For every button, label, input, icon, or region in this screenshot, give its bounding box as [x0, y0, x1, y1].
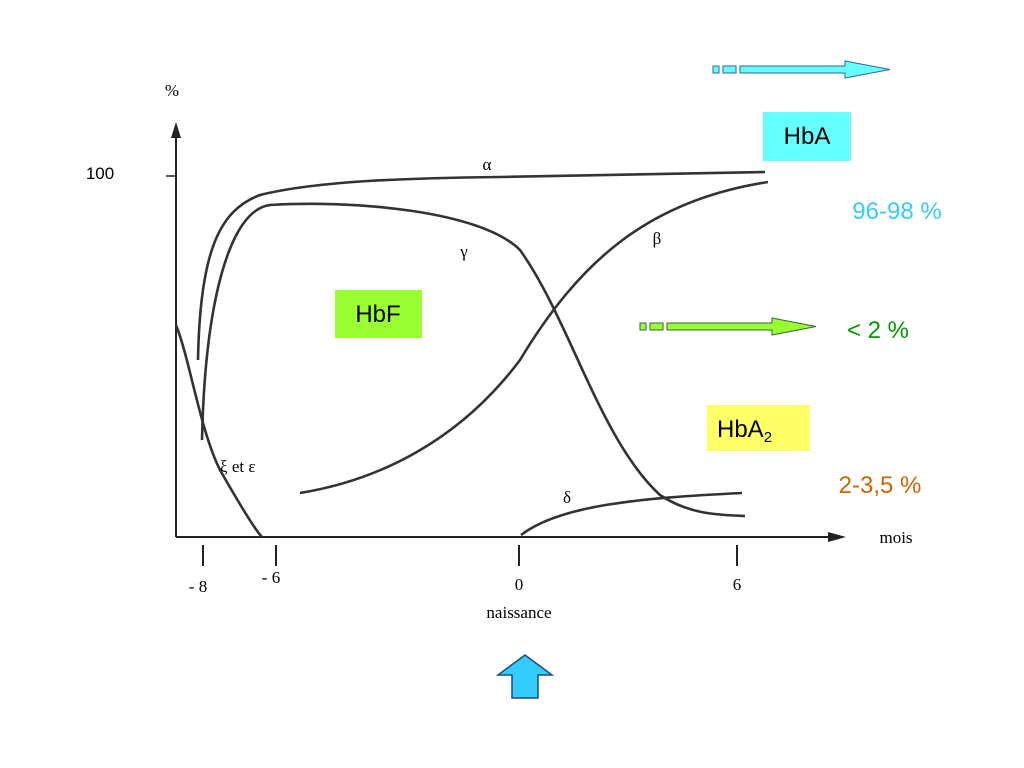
curve-label: β — [653, 229, 662, 248]
gamma-curve — [200, 202, 746, 518]
hbf-box — [335, 290, 422, 338]
hba-label: HbA — [784, 123, 831, 150]
hba-box — [763, 112, 851, 161]
hba-pct: 96-98 % — [852, 198, 941, 225]
x-tick-label: - 8 — [189, 577, 207, 596]
birth-arrow — [495, 654, 555, 699]
x-tick-label: 6 — [733, 575, 742, 594]
xi-epsilon-curve — [174, 324, 263, 538]
hbf-pct: < 2 % — [847, 317, 909, 344]
alpha-curve — [196, 170, 766, 361]
curve-label: α — [483, 155, 492, 174]
hba2-box — [707, 405, 810, 451]
curve-label: γ — [459, 242, 468, 261]
hba2-sub: 2 — [764, 429, 772, 446]
hbf-arrow — [639, 317, 817, 336]
hba-arrow — [712, 60, 891, 79]
y-value: 100 — [86, 164, 114, 183]
hba2-label: HbA2 — [717, 416, 772, 446]
hba2-pct: 2-3,5 % — [839, 472, 922, 499]
x-arrow — [828, 532, 846, 542]
beta-curve — [299, 180, 769, 495]
x-tick-label: - 6 — [262, 568, 280, 587]
hbf-label: HbF — [355, 301, 400, 328]
y-unit: % — [165, 81, 179, 100]
birth-label: naissance — [486, 603, 551, 622]
x-unit: mois — [879, 528, 912, 547]
curve-label: ξ et ε — [220, 457, 256, 476]
hba2-main: HbA — [717, 416, 764, 443]
delta-curve — [520, 491, 743, 537]
y-arrow — [171, 122, 181, 138]
curve-label: δ — [563, 488, 571, 507]
x-tick-label: 0 — [515, 575, 524, 594]
